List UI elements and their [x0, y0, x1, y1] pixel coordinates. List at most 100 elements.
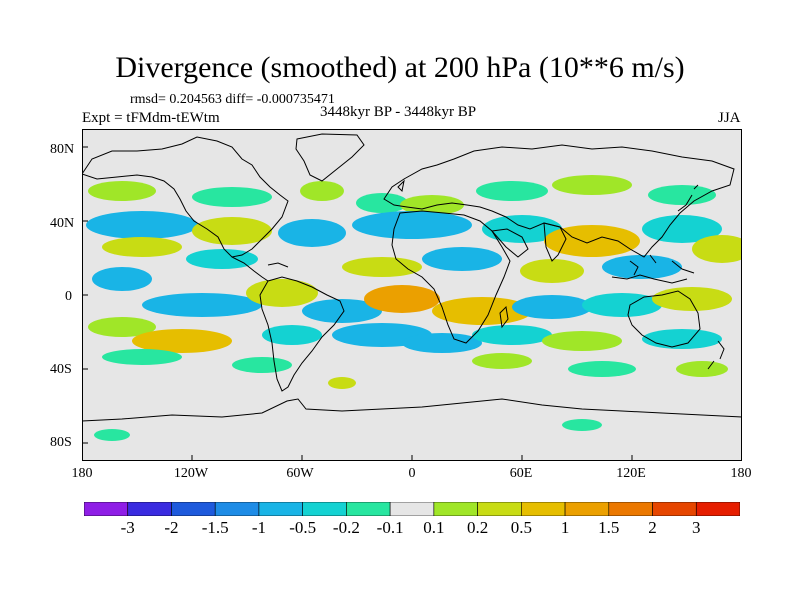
colorbar-cell	[652, 502, 697, 516]
divergence-blob	[300, 181, 344, 201]
divergence-blob	[192, 187, 272, 207]
x-tick-60W: 60W	[286, 466, 314, 481]
coast-africa	[391, 210, 511, 344]
colorbar-label: 0.5	[510, 518, 532, 537]
colorbar-cell	[84, 502, 129, 516]
x-tick-180E: 180	[730, 466, 752, 481]
divergence-blob	[88, 181, 156, 201]
divergence-field	[86, 175, 742, 441]
divergence-blob	[102, 349, 182, 365]
coast-japan	[677, 184, 699, 212]
divergence-blob	[92, 267, 152, 291]
divergence-blob	[328, 377, 356, 389]
divergence-blob	[142, 293, 262, 317]
x-tick-120E: 120E	[616, 466, 646, 481]
divergence-blob	[302, 299, 382, 323]
divergence-blob	[562, 419, 602, 431]
experiment-label: Expt = tFMdm-tEWtm	[82, 110, 220, 126]
x-tick-0: 0	[408, 466, 416, 481]
colorbar-label: 2	[648, 518, 657, 537]
divergence-blob	[476, 181, 548, 201]
coast-greenland	[295, 133, 365, 182]
divergence-blob	[552, 175, 632, 195]
coast-australia	[627, 290, 701, 348]
divergence-blob	[262, 325, 322, 345]
divergence-blob	[602, 255, 682, 279]
divergence-blob	[432, 297, 532, 325]
divergence-blob	[86, 211, 198, 239]
colorbar-label: -2	[164, 518, 179, 537]
divergence-blob	[192, 217, 272, 245]
coast-india	[543, 222, 567, 262]
coast-madagascar	[499, 305, 509, 329]
colorbar-label: 1.5	[598, 518, 620, 537]
divergence-blob	[342, 257, 422, 277]
divergence-blob	[692, 235, 742, 263]
colorbar-label: 0.2	[466, 518, 489, 537]
divergence-blob	[568, 361, 636, 377]
map-ticks	[82, 146, 633, 461]
coast-south-america	[259, 276, 345, 392]
divergence-blob	[402, 333, 482, 353]
divergence-blob	[676, 361, 728, 377]
divergence-blob	[364, 285, 440, 313]
coast-british-isles	[397, 179, 405, 193]
y-tick-0: 0	[65, 289, 72, 304]
plot-title: Divergence (smoothed) at 200 hPa (10**6 …	[115, 51, 685, 84]
divergence-blob	[232, 357, 292, 373]
season-label: JJA	[718, 110, 741, 126]
coast-central-america	[231, 256, 269, 282]
divergence-map	[82, 129, 742, 461]
divergence-blob	[472, 353, 532, 369]
colorbar-label: 0.1	[423, 518, 445, 537]
colorbar-cell	[346, 502, 391, 516]
divergence-blob	[652, 287, 732, 311]
colorbar-cell	[608, 502, 653, 516]
colorbar-label: -1	[251, 518, 266, 537]
divergence-blob	[582, 293, 662, 317]
colorbar-label: -0.1	[376, 518, 404, 537]
colorbar-cell	[258, 502, 303, 516]
divergence-blob	[472, 325, 552, 345]
y-tick-40S: 40S	[50, 362, 72, 377]
coast-arabia	[491, 228, 529, 258]
divergence-blob	[246, 279, 318, 307]
coast-caribbean	[267, 262, 289, 268]
divergence-blob	[352, 211, 472, 239]
divergence-blob	[356, 193, 408, 213]
colorbar-cell	[127, 502, 172, 516]
x-tick-120W: 120W	[173, 466, 209, 481]
period-label: 3448kyr BP - 3448kyr BP	[320, 104, 477, 120]
divergence-blob	[94, 429, 130, 441]
divergence-blob	[512, 295, 592, 319]
colorbar	[84, 502, 740, 516]
divergence-blob	[482, 215, 562, 243]
colorbar-cell	[477, 502, 522, 516]
divergence-blob	[542, 331, 622, 351]
divergence-blob	[278, 219, 346, 247]
divergence-blob	[102, 237, 182, 257]
divergence-blob	[88, 317, 156, 337]
divergence-blob	[186, 249, 258, 269]
y-tick-40N: 40N	[50, 216, 75, 231]
y-tick-80S: 80S	[50, 435, 72, 450]
colorbar-cell	[302, 502, 347, 516]
colorbar-cell	[695, 502, 740, 516]
stats-text: rmsd= 0.204563 diff= -0.000735471	[130, 92, 335, 107]
colorbar-label: -3	[120, 518, 135, 537]
divergence-blob	[400, 195, 464, 215]
divergence-blob	[520, 259, 584, 283]
coast-indonesia	[611, 254, 695, 284]
divergence-blob	[422, 247, 502, 271]
colorbar-cell	[214, 502, 260, 516]
colorbar-label: 1	[560, 518, 570, 537]
coast-new-zealand	[707, 340, 725, 370]
colorbar-cell	[171, 502, 216, 516]
divergence-blob	[642, 329, 722, 349]
coastlines	[82, 133, 742, 422]
y-tick-80N: 80N	[50, 142, 75, 157]
colorbar-label: -0.5	[289, 518, 317, 537]
x-tick-180W: 180	[71, 466, 93, 481]
colorbar-cell	[433, 502, 478, 516]
divergence-blob	[642, 215, 722, 243]
